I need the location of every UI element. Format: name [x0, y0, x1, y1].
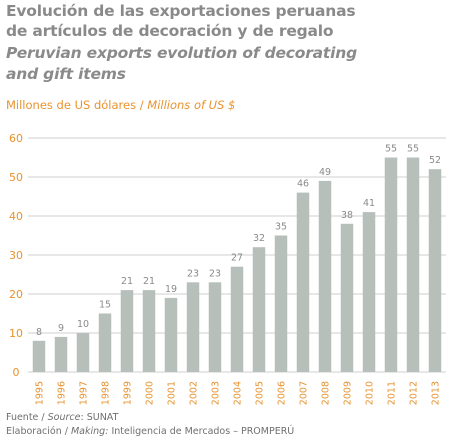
x-tick-label: 2004: [233, 381, 244, 405]
data-label: 23: [209, 268, 221, 279]
data-label: 35: [275, 222, 287, 233]
x-tick-label: 1998: [101, 381, 112, 405]
source-label-es: Fuente /: [6, 412, 45, 423]
data-label: 10: [77, 319, 89, 330]
x-tick-label: 2007: [299, 381, 310, 405]
bar-2010: [362, 212, 376, 372]
bar-2013: [428, 169, 442, 372]
y-tick-label: 10: [9, 327, 23, 340]
x-tick-label: 1995: [35, 381, 46, 405]
x-tick-label: 2001: [167, 381, 178, 405]
y-tick-label: 40: [9, 210, 23, 223]
bar-1999: [120, 290, 134, 372]
data-label: 21: [121, 276, 133, 287]
bar-2000: [142, 290, 156, 372]
units-label: Millones de US dólares / Millions of US …: [6, 98, 235, 112]
bar-2001: [164, 297, 178, 372]
x-tick-label: 2010: [365, 381, 376, 405]
x-tick-label: 2011: [387, 381, 398, 405]
making-value: Inteligencia de Mercados – PROMPERÚ: [111, 426, 295, 437]
bar-2003: [208, 282, 222, 372]
bar-2007: [296, 192, 310, 372]
data-label: 55: [385, 144, 397, 155]
units-es: Millones de US dólares /: [6, 98, 144, 112]
y-tick-label: 60: [9, 132, 23, 145]
x-tick-label: 2008: [321, 381, 332, 405]
making-label-es: Elaboración /: [6, 426, 68, 437]
data-label: 38: [341, 210, 353, 221]
bar-1996: [54, 336, 68, 372]
bar-2002: [186, 282, 200, 372]
title-en-line2: and gift items: [6, 65, 126, 83]
chart-title-spanish: Evolución de las exportaciones peruanas …: [6, 1, 356, 41]
bar-2012: [406, 157, 420, 372]
bar-1997: [76, 333, 90, 372]
data-label: 23: [187, 268, 199, 279]
bar-2009: [340, 223, 354, 372]
y-tick-label: 0: [13, 366, 20, 379]
data-label: 41: [363, 198, 375, 209]
x-tick-label: 1996: [57, 381, 68, 405]
x-tick-label: 2000: [145, 381, 156, 405]
data-label: 9: [58, 323, 64, 334]
x-tick-label: 2012: [409, 381, 420, 405]
bar-2008: [318, 180, 332, 372]
making-label-en: Making:: [70, 426, 109, 437]
x-tick-label: 1999: [123, 381, 134, 405]
x-tick-label: 2006: [277, 381, 288, 405]
y-tick-label: 30: [9, 249, 23, 262]
data-label: 32: [253, 233, 265, 244]
units-en: Millions of US $: [147, 98, 236, 112]
data-label: 46: [297, 179, 309, 190]
data-label: 27: [231, 253, 243, 264]
bar-1998: [98, 313, 112, 372]
x-tick-label: 2002: [189, 381, 200, 405]
y-tick-label: 20: [9, 288, 23, 301]
making-note: Elaboración / Making: Inteligencia de Me…: [6, 426, 294, 437]
data-label: 49: [319, 167, 331, 178]
title-en-line1: Peruvian exports evolution of decorating: [6, 44, 357, 62]
source-value: : SUNAT: [80, 412, 119, 423]
title-es-line1: Evolución de las exportaciones peruanas: [6, 2, 356, 20]
y-tick-label: 50: [9, 171, 23, 184]
bar-2005: [252, 247, 266, 372]
data-label: 52: [429, 155, 441, 166]
bar-2004: [230, 266, 244, 372]
bar-2011: [384, 157, 398, 372]
data-label: 15: [99, 300, 111, 311]
x-tick-label: 1997: [79, 381, 90, 405]
bar-1995: [32, 340, 46, 372]
x-tick-label: 2013: [431, 381, 442, 405]
x-tick-label: 2009: [343, 381, 354, 405]
bar-2006: [274, 235, 288, 372]
x-tick-label: 2003: [211, 381, 222, 405]
source-note: Fuente / Source: SUNAT: [6, 412, 118, 423]
data-label: 21: [143, 276, 155, 287]
data-label: 8: [36, 327, 42, 338]
data-label: 19: [165, 284, 177, 295]
data-label: 55: [407, 144, 419, 155]
chart-title-english: Peruvian exports evolution of decorating…: [6, 43, 357, 85]
source-label-en: Source: [47, 412, 81, 423]
title-es-line2: de artículos de decoración y de regalo: [6, 22, 334, 40]
x-tick-label: 2005: [255, 381, 266, 405]
